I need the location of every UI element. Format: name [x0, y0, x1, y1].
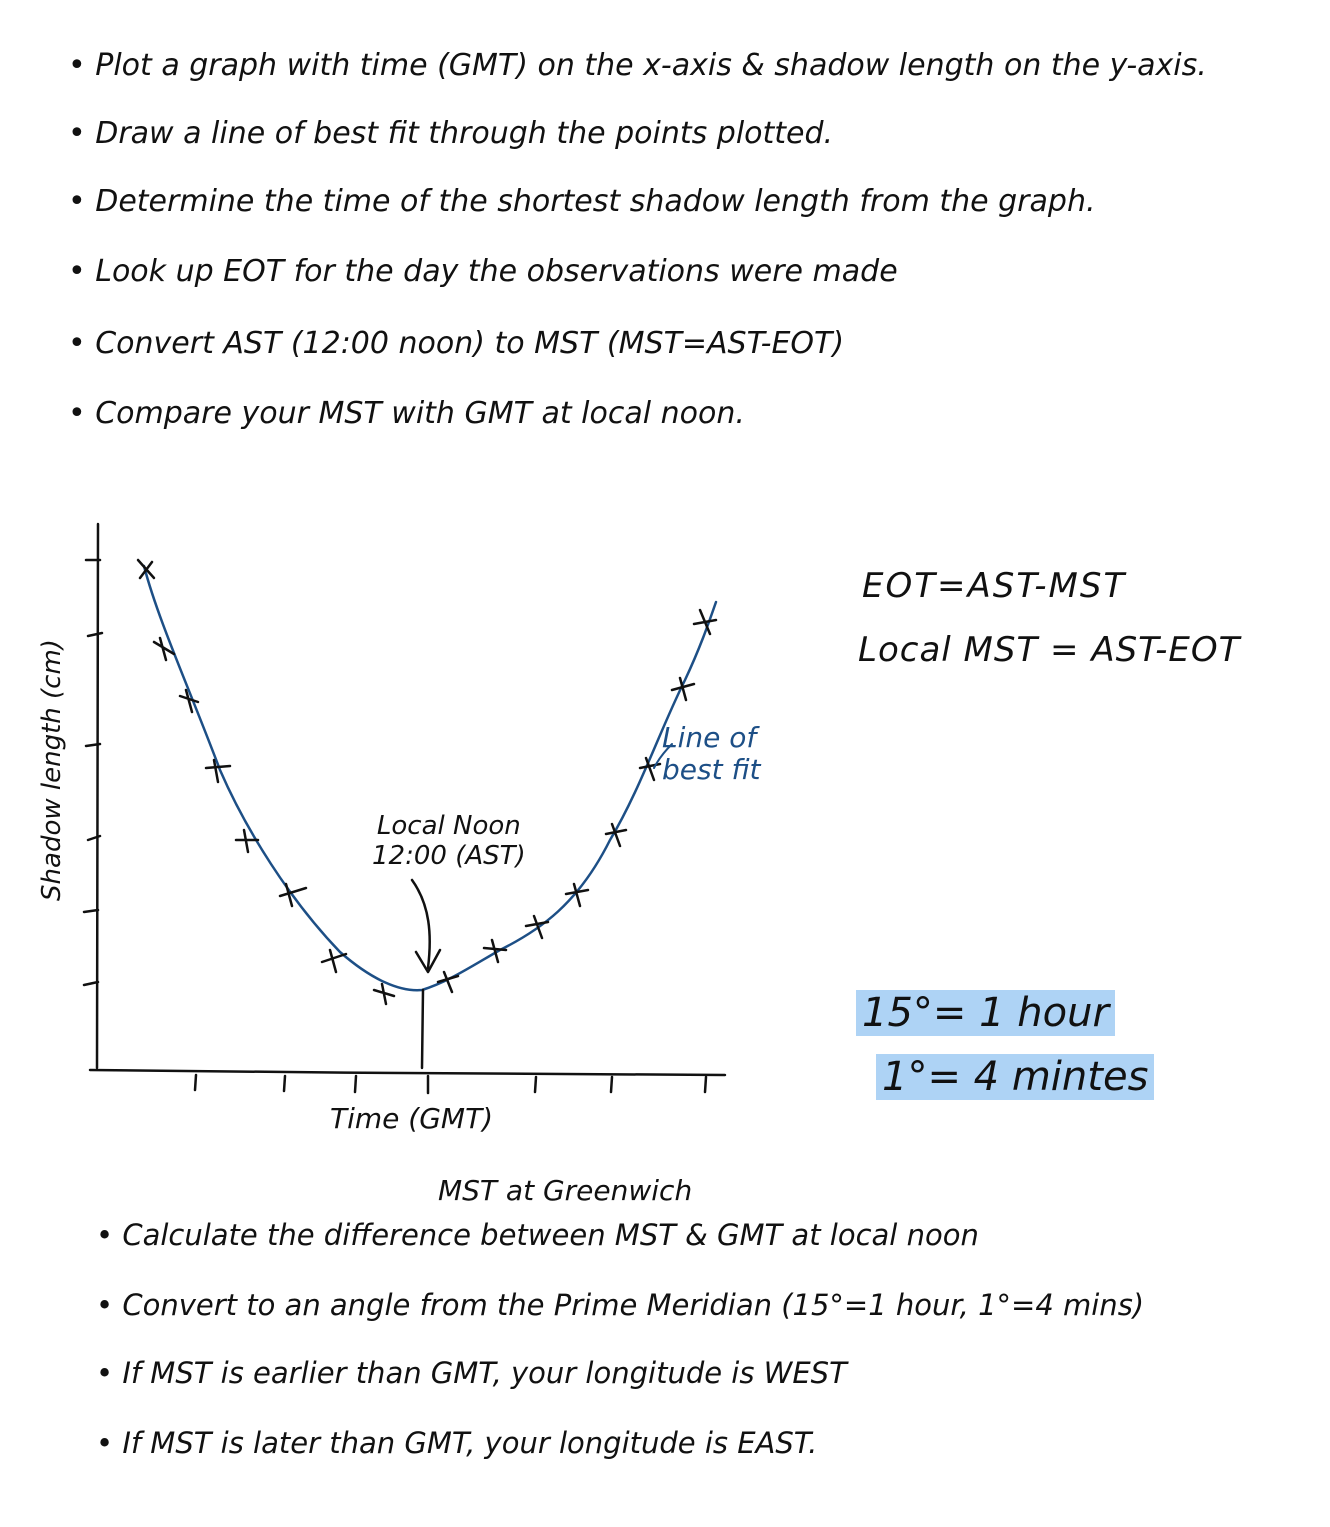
x-axis — [88, 1068, 727, 1077]
instruction-text: Draw a line of best fit through the poin… — [95, 116, 834, 151]
instruction-text: Convert to an angle from the Prime Merid… — [122, 1288, 1145, 1322]
instruction-text: Convert AST (12:00 noon) to MST (MST=AST… — [95, 326, 845, 361]
x-tick — [353, 1074, 358, 1094]
instruction-item: • Draw a line of best fit through the po… — [68, 116, 833, 151]
instruction-item: • If MST is earlier than GMT, your longi… — [96, 1356, 847, 1390]
shadow-length-graph — [82, 522, 727, 1095]
best-fit-label-line1: Line of — [662, 721, 757, 754]
x-tick — [193, 1073, 198, 1092]
mst-greenwich-annotation: MST at Greenwich — [438, 1174, 693, 1207]
best-fit-annotation: Line of best fit — [662, 721, 761, 787]
bullet: • — [68, 184, 96, 219]
y-axis-label: Shadow length (cm) — [37, 639, 67, 901]
y-tick — [86, 631, 104, 638]
instruction-item: • Calculate the difference between MST &… — [96, 1218, 979, 1252]
bullet: • — [96, 1426, 123, 1460]
data-points — [136, 558, 718, 1006]
bullet: • — [68, 254, 96, 289]
x-ticks — [193, 1073, 708, 1095]
data-point — [372, 982, 396, 1006]
x-tick — [609, 1075, 614, 1094]
y-tick — [82, 980, 100, 987]
local-noon-arrowhead — [414, 948, 442, 974]
instruction-item: • Convert AST (12:00 noon) to MST (MST=A… — [68, 326, 844, 361]
y-ticks — [82, 558, 104, 987]
instruction-text: Look up EOT for the day the observations… — [95, 254, 898, 289]
bullet: • — [96, 1288, 123, 1322]
instruction-item: • Compare your MST with GMT at local noo… — [68, 396, 745, 431]
local-noon-time: 12:00 (AST) — [372, 840, 526, 871]
eot-equation: EOT=AST-MST — [862, 566, 1127, 606]
y-tick — [84, 742, 102, 748]
x-axis-label: Time (GMT) — [330, 1102, 494, 1135]
instruction-item: • Look up EOT for the day the observatio… — [68, 254, 898, 289]
data-point — [436, 970, 460, 994]
data-point — [234, 828, 260, 854]
data-point — [692, 608, 718, 636]
instruction-item: • Determine the time of the shortest sha… — [68, 184, 1096, 219]
data-point — [524, 914, 550, 940]
data-point — [670, 676, 696, 702]
bullet: • — [68, 48, 96, 83]
local-mst-equation: Local MST = AST-EOT — [858, 630, 1241, 670]
data-point — [178, 688, 200, 714]
data-point — [152, 636, 176, 662]
instruction-item: • If MST is later than GMT, your longitu… — [96, 1426, 817, 1460]
instruction-item: • Convert to an angle from the Prime Mer… — [96, 1288, 1144, 1322]
local-noon-annotation: Local Noon 12:00 (AST) — [372, 811, 526, 872]
bullet: • — [68, 116, 96, 151]
data-point — [278, 882, 308, 908]
instruction-text: If MST is earlier than GMT, your longitu… — [122, 1356, 847, 1390]
instruction-text: Calculate the difference between MST & G… — [122, 1218, 979, 1252]
y-axis — [95, 522, 100, 1070]
instruction-text: If MST is later than GMT, your longitude… — [122, 1426, 818, 1460]
x-tick — [703, 1075, 708, 1094]
x-tick — [282, 1074, 287, 1093]
best-fit-label-line2: best fit — [662, 753, 761, 787]
y-tick — [86, 834, 102, 842]
x-tick — [533, 1075, 538, 1094]
bullet: • — [96, 1218, 123, 1252]
instruction-text: Compare your MST with GMT at local noon. — [95, 396, 745, 431]
data-point — [482, 938, 508, 964]
local-noon-label: Local Noon — [376, 811, 521, 841]
y-tick — [82, 908, 100, 914]
data-point — [320, 948, 348, 974]
data-point — [136, 558, 156, 580]
bullet: • — [96, 1356, 123, 1390]
bullet: • — [68, 396, 96, 431]
local-noon-arrow — [410, 878, 431, 970]
degrees-per-minute-note: 1°= 4 mintes — [876, 1054, 1155, 1100]
data-point — [204, 758, 232, 784]
instruction-text: Determine the time of the shortest shado… — [95, 184, 1096, 219]
data-point — [604, 822, 628, 848]
instruction-item: • Plot a graph with time (GMT) on the x-… — [68, 48, 1207, 83]
bullet: • — [68, 326, 96, 361]
instruction-text: Plot a graph with time (GMT) on the x-ax… — [95, 48, 1207, 83]
data-point — [564, 882, 590, 908]
degrees-per-hour-note: 15°= 1 hour — [856, 990, 1115, 1036]
best-fit-pointer — [653, 743, 673, 769]
minimum-marker-line — [420, 988, 425, 1070]
